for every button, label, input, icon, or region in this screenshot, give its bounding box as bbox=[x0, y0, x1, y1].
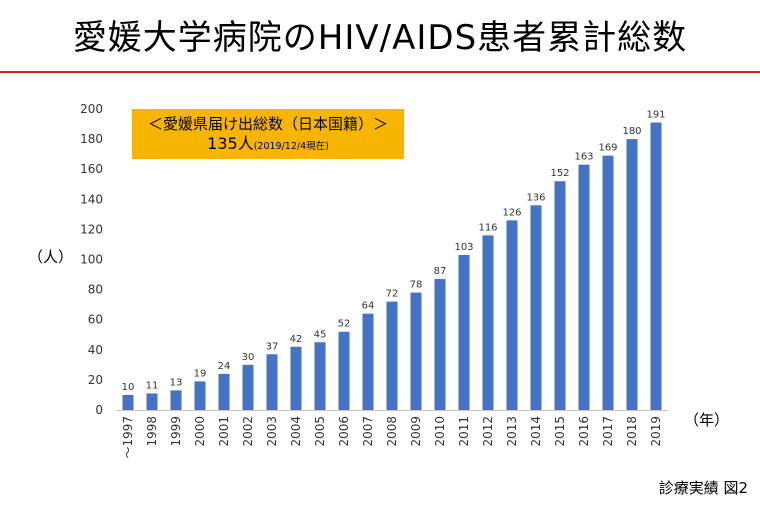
bar bbox=[530, 205, 542, 410]
callout-heading: ＜愛媛県届け出総数（日本国籍）＞ bbox=[147, 115, 388, 133]
x-tick-label: 2002 bbox=[241, 416, 255, 447]
bar bbox=[242, 364, 254, 410]
bar bbox=[314, 342, 326, 410]
x-tick-label: 2003 bbox=[265, 416, 279, 447]
y-tick-label: 80 bbox=[88, 283, 103, 297]
data-label: 24 bbox=[218, 361, 231, 372]
data-label: 116 bbox=[478, 222, 497, 233]
bar bbox=[122, 394, 134, 410]
callout-box: ＜愛媛県届け出総数（日本国籍）＞ 135人(2019/12/4現在) bbox=[132, 109, 404, 159]
bar bbox=[650, 122, 662, 411]
data-label: 13 bbox=[170, 377, 183, 388]
data-label: 64 bbox=[362, 301, 375, 312]
bar bbox=[434, 279, 446, 410]
x-tick-label: 2017 bbox=[601, 416, 615, 447]
x-tick-label: 2001 bbox=[217, 416, 231, 447]
y-tick-label: 120 bbox=[80, 222, 103, 236]
bar bbox=[362, 313, 374, 410]
data-label: 52 bbox=[338, 319, 351, 330]
x-tick-label: 2004 bbox=[289, 416, 303, 447]
x-tick-label: 1999 bbox=[169, 416, 183, 447]
bar bbox=[506, 220, 518, 410]
y-tick-label: 100 bbox=[80, 253, 103, 267]
y-axis: 0 20 40 60 80 100 120 140 160 180 200 bbox=[80, 102, 103, 417]
bar bbox=[410, 292, 422, 410]
x-tick-label: ～1997 bbox=[121, 416, 135, 459]
y-tick-label: 40 bbox=[88, 343, 103, 357]
figure-caption: 診療実績 図2 bbox=[658, 479, 748, 497]
data-label: 19 bbox=[194, 368, 207, 379]
data-label: 152 bbox=[550, 168, 569, 179]
x-tick-label: 2013 bbox=[505, 416, 519, 447]
data-label: 78 bbox=[410, 280, 423, 291]
data-label: 45 bbox=[314, 329, 327, 340]
x-tick-label: 2016 bbox=[577, 416, 591, 447]
data-label: 136 bbox=[526, 192, 545, 203]
data-label: 103 bbox=[454, 242, 473, 253]
x-tick-label: 2000 bbox=[193, 416, 207, 447]
data-label: 126 bbox=[502, 207, 521, 218]
callout-date: (2019/12/4現在) bbox=[253, 141, 329, 152]
data-label: 87 bbox=[434, 266, 447, 277]
bar bbox=[458, 254, 470, 410]
bar bbox=[170, 390, 182, 410]
callout-count: 135人 bbox=[207, 134, 254, 153]
bar bbox=[266, 354, 278, 410]
bar bbox=[554, 181, 566, 410]
bar-series: 10 11 13 19 24 30 37 42 45 52 64 72 78 87 103 116 126 136… bbox=[122, 110, 666, 411]
page-title: 愛媛大学病院のHIV/AIDS患者累計総数 bbox=[72, 18, 688, 58]
x-tick-label: 2014 bbox=[529, 416, 543, 447]
y-tick-label: 20 bbox=[88, 373, 103, 387]
x-axis-label: （年） bbox=[684, 411, 730, 429]
x-tick-label: 2011 bbox=[457, 416, 471, 447]
bar bbox=[578, 164, 590, 410]
x-tick-label: 1998 bbox=[145, 416, 159, 447]
y-tick-label: 140 bbox=[80, 192, 103, 206]
data-label: 169 bbox=[598, 143, 617, 154]
bar bbox=[194, 381, 206, 410]
data-label: 191 bbox=[646, 110, 665, 121]
x-tick-label: 2006 bbox=[337, 416, 351, 447]
data-label: 72 bbox=[386, 289, 399, 300]
bar bbox=[338, 331, 350, 410]
y-tick-label: 200 bbox=[80, 102, 103, 116]
x-tick-label: 2005 bbox=[313, 416, 327, 447]
bar bbox=[602, 155, 614, 410]
x-tick-label: 2018 bbox=[625, 416, 639, 447]
bar bbox=[290, 346, 302, 410]
x-tick-label: 2019 bbox=[649, 416, 663, 447]
data-label: 10 bbox=[122, 382, 135, 393]
x-tick-label: 2009 bbox=[409, 416, 423, 447]
data-label: 42 bbox=[290, 334, 303, 345]
x-tick-label: 2008 bbox=[385, 416, 399, 447]
y-tick-label: 0 bbox=[95, 403, 103, 417]
data-label: 180 bbox=[622, 126, 641, 137]
callout-count-line: 135人(2019/12/4現在) bbox=[132, 133, 404, 158]
data-label: 163 bbox=[574, 152, 593, 163]
data-label: 37 bbox=[266, 341, 279, 352]
y-axis-label: （人） bbox=[28, 248, 74, 266]
bar bbox=[146, 393, 158, 410]
bar bbox=[386, 301, 398, 410]
bar bbox=[218, 373, 230, 410]
x-tick-label: 2010 bbox=[433, 416, 447, 447]
y-tick-label: 180 bbox=[80, 132, 103, 146]
data-label: 11 bbox=[146, 380, 159, 391]
title-underline bbox=[0, 71, 760, 73]
x-tick-label: 2015 bbox=[553, 416, 567, 447]
y-tick-label: 60 bbox=[88, 313, 103, 327]
x-tick-label: 2012 bbox=[481, 416, 495, 447]
bar bbox=[482, 235, 494, 410]
data-label: 30 bbox=[242, 352, 255, 363]
bar bbox=[626, 139, 638, 410]
x-axis: ～1997 1998 1999 2000 2001 2002 2003 2004 2005 200… bbox=[121, 416, 663, 459]
y-tick-label: 160 bbox=[80, 162, 103, 176]
x-tick-label: 2007 bbox=[361, 416, 375, 447]
